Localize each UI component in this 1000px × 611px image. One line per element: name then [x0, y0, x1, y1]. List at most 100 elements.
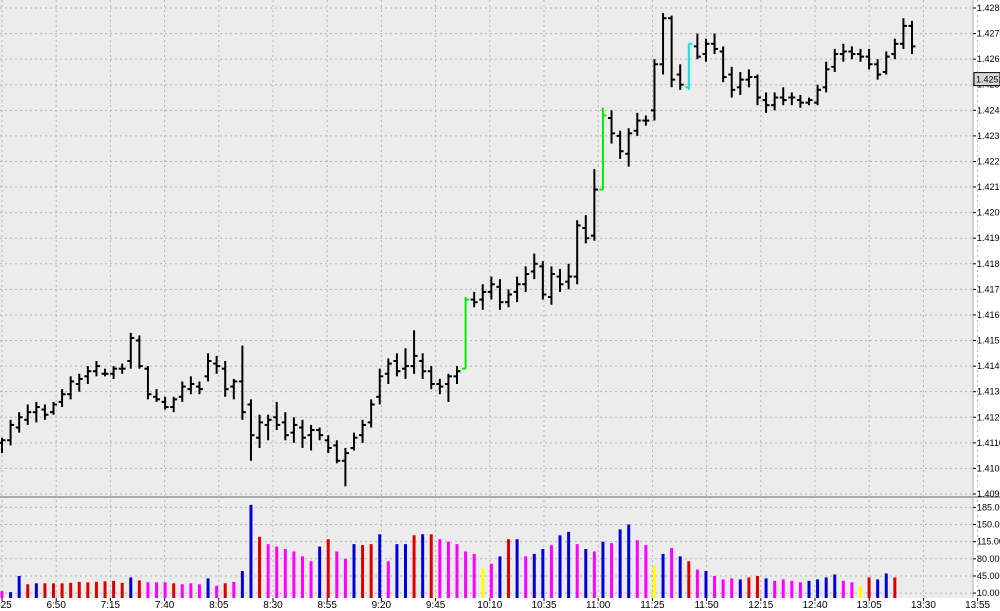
ohlc-bar	[650, 59, 658, 121]
ohlc-bar	[839, 43, 847, 62]
ohlc-bar	[814, 84, 822, 106]
ohlc-bar	[462, 297, 470, 370]
last-price-marker: 1.42520	[973, 72, 1000, 87]
price-tick-label: 1.42300	[977, 131, 1000, 141]
price-tick-label: 1.41800	[977, 259, 1000, 269]
ohlc-bar	[633, 112, 641, 136]
ohlc-bar	[41, 404, 49, 420]
time-tick-label: 7:15	[101, 600, 121, 611]
time-tick-label: 8:05	[209, 600, 229, 611]
ohlc-bar	[256, 414, 264, 448]
time-tick-label: 11:25	[640, 600, 665, 611]
ohlc-bar	[625, 128, 633, 167]
price-tick-label: 1.41900	[977, 233, 1000, 243]
ohlc-bar	[75, 373, 83, 392]
ohlc-bar	[736, 71, 744, 95]
ohlc-bar	[367, 399, 375, 428]
ohlc-bar	[771, 92, 779, 111]
ohlc-bar	[32, 401, 40, 423]
time-tick-label: 12:15	[748, 600, 773, 611]
price-tick-label: 1.41400	[977, 361, 1000, 371]
ohlc-bar	[547, 266, 555, 305]
ohlc-bar	[874, 59, 882, 80]
ohlc-bar	[891, 38, 899, 60]
ohlc-bar	[170, 396, 178, 413]
ohlc-bar	[882, 51, 890, 75]
ohlc-bar	[341, 447, 349, 487]
time-tick-label: 9:20	[372, 600, 392, 611]
ohlc-bar	[161, 396, 169, 410]
price-tick-label: 1.41200	[977, 412, 1000, 422]
price-bars	[0, 13, 916, 487]
ohlc-bar	[676, 64, 684, 90]
ohlc-bar	[805, 97, 813, 106]
ohlc-bar	[384, 358, 392, 385]
time-tick-label: 10:10	[477, 600, 502, 611]
ohlc-bar	[608, 110, 616, 144]
ohlc-bar	[118, 363, 126, 374]
ohlc-bar	[565, 263, 573, 290]
ohlc-bar	[127, 332, 135, 369]
volume-tick-label: 115.000	[977, 537, 1000, 547]
ohlc-bar	[50, 401, 58, 415]
ohlc-bar	[539, 261, 547, 300]
ohlc-bar	[101, 368, 109, 377]
ohlc-bar	[848, 46, 856, 60]
ohlc-bar	[728, 66, 736, 98]
ohlc-bar	[359, 419, 367, 443]
time-tick-label: 8:55	[317, 600, 337, 611]
time-tick-label: 11:50	[694, 600, 719, 611]
ohlc-bar	[67, 376, 75, 400]
volume-tick-label: 10.000	[977, 588, 1000, 598]
ohlc-bar	[178, 381, 186, 402]
ohlc-bar	[865, 48, 873, 70]
ohlc-bar	[762, 92, 770, 113]
price-tick-label: 1.41700	[977, 284, 1000, 294]
ohlc-bar	[444, 373, 452, 402]
ohlc-bar	[324, 435, 332, 454]
ohlc-bar	[273, 401, 281, 431]
volume-tick-label: 45.000	[977, 571, 1000, 581]
time-tick-label: 13:30	[911, 600, 936, 611]
ohlc-bar	[316, 427, 324, 441]
volume-tick-label: 185.000	[977, 502, 1000, 512]
ohlc-bar	[753, 74, 761, 106]
ohlc-bar	[247, 399, 255, 461]
volume-tick-label: 80.000	[977, 554, 1000, 564]
ohlc-bar	[582, 215, 590, 244]
ohlc-bar	[195, 381, 203, 395]
ohlc-bar	[110, 366, 118, 379]
time-tick-label: 8:30	[263, 600, 283, 611]
ohlc-bar	[522, 266, 530, 292]
ohlc-bar	[213, 355, 221, 374]
ohlc-bar	[513, 276, 521, 303]
ohlc-bar	[711, 33, 719, 55]
ohlc-bar	[15, 412, 23, 433]
ohlc-bar	[401, 348, 409, 379]
time-tick-label: 12:40	[802, 600, 827, 611]
ohlc-bar	[135, 335, 143, 369]
ohlc-bar	[788, 92, 796, 106]
ohlc-bar	[376, 368, 384, 405]
ohlc-bar	[668, 15, 676, 88]
time-axis: 6:25 6:50 7:15 7:40 8:05 8:30 8:55 9:20 9:45 10:1…	[0, 598, 991, 611]
price-tick-label: 1.41500	[977, 336, 1000, 346]
ohlc-bar	[590, 169, 598, 241]
ohlc-bar	[290, 417, 298, 443]
volume-axis: 10.000 45.000 80.000 115.000 150.000 185.000	[973, 502, 1000, 598]
price-tick-label: 1.42100	[977, 182, 1000, 192]
ohlc-bar	[221, 360, 229, 397]
volume-grid	[0, 506, 973, 594]
ohlc-bar	[496, 279, 504, 310]
ohlc-bar	[642, 115, 650, 126]
price-tick-label: 1.41300	[977, 387, 1000, 397]
ohlc-bar	[822, 61, 830, 93]
price-grid	[0, 0, 979, 598]
price-tick-label: 1.42200	[977, 156, 1000, 166]
ohlc-bar	[238, 345, 246, 420]
ohlc-bar	[0, 437, 6, 454]
ohlc-bar	[281, 412, 289, 441]
ohlc-bar	[453, 366, 461, 385]
price-tick-label: 1.41600	[977, 310, 1000, 320]
ohlc-bar	[530, 253, 538, 280]
